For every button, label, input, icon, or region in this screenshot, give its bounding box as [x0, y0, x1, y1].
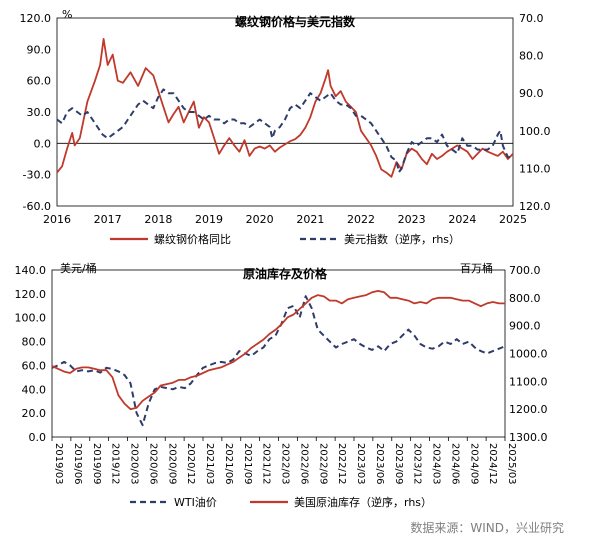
chart-2-x-tick: 2019/03 — [53, 443, 64, 485]
chart-1-x-tick: 2023 — [398, 213, 426, 226]
chart-2-left-tick: 120.0 — [15, 288, 47, 301]
chart-1-x-tick: 2020 — [246, 213, 274, 226]
chart-2-left-tick: 140.0 — [15, 264, 47, 277]
source-note: 数据来源：WIND，兴业研究 — [410, 521, 564, 535]
chart-2-x-tick: 2022/09 — [317, 443, 328, 485]
chart-1-plot-frame — [56, 17, 514, 207]
chart-1-left-unit: % — [62, 8, 72, 21]
chart-1-x-tick: 2017 — [94, 213, 122, 226]
chart-1-x-tick: 2018 — [144, 213, 172, 226]
chart-1-right-tick: 80.0 — [519, 50, 544, 63]
chart-1-left-tick: 120.0 — [20, 12, 52, 25]
chart-1-right-tick: 120.0 — [519, 200, 551, 213]
chart-1-left-tick: 60.0 — [27, 75, 52, 88]
chart-1-x-tick: 2019 — [195, 213, 223, 226]
chart-2-x-tick: 2019/12 — [110, 443, 121, 485]
chart-2-x-tick: 2022/12 — [336, 443, 347, 485]
chart-2-left-unit: 美元/桶 — [60, 261, 97, 275]
chart-2-x-tick: 2024/06 — [449, 443, 460, 485]
chart-2-right-tick: 900.0 — [509, 320, 541, 333]
chart-2-right-tick: 1100.0 — [509, 375, 548, 388]
chart-2-x-tick: 2021/09 — [242, 443, 253, 485]
chart-2-x-tick: 2019/09 — [91, 443, 102, 485]
chart-2-x-tick: 2020/09 — [166, 443, 177, 485]
chart-1-title: 螺纹钢价格与美元指数 — [235, 14, 356, 29]
chart-1-x-tick: 2016 — [43, 213, 71, 226]
chart-2-x-tick: 2020/06 — [147, 443, 158, 485]
chart-2-x-tick: 2020/12 — [185, 443, 196, 485]
chart-2-x-tick: 2023/09 — [393, 443, 404, 485]
chart-2-series-inventory-line — [51, 290, 505, 411]
chart-2-right-tick: 1300.0 — [509, 431, 548, 444]
chart-2-x-tick: 2024/09 — [468, 443, 479, 485]
chart-1-left-tick: -60.0 — [23, 200, 51, 213]
chart-1-series-steel-line — [56, 38, 514, 178]
legend-dxy-label: 美元指数（逆序，rhs） — [344, 232, 460, 246]
chart-2-right-tick: 1200.0 — [509, 403, 548, 416]
chart-2-plot-frame — [51, 269, 506, 438]
chart-1-legend: 螺纹钢价格同比 美元指数（逆序，rhs） — [110, 232, 460, 246]
legend-wti-label: WTI油价 — [174, 495, 217, 509]
chart-2-x-tick: 2021/03 — [204, 443, 215, 485]
chart-2-x-tick: 2021/12 — [261, 443, 272, 485]
chart-1-right-tick: 110.0 — [519, 162, 551, 175]
chart-2-right-unit: 百万桶 — [460, 261, 493, 275]
chart-2-x-tick: 2022/03 — [280, 443, 291, 485]
chart-2-left-tick: 100.0 — [15, 312, 47, 325]
chart-2-x-tick: 2024/03 — [431, 443, 442, 485]
chart-1-left-tick: 0.0 — [34, 137, 52, 150]
chart-1-x-tick: 2022 — [347, 213, 375, 226]
chart-2-left-tick: 60.0 — [22, 359, 47, 372]
chart-2-x-tick: 2020/03 — [129, 443, 140, 485]
chart-2-left-tick: 20.0 — [22, 407, 47, 420]
chart-2-x-tick: 2024/12 — [487, 443, 498, 485]
chart-2-x-tick: 2023/03 — [355, 443, 366, 485]
chart-2-left-tick: 80.0 — [22, 336, 47, 349]
chart-1-series-dxy-line — [56, 88, 513, 174]
chart-2-right-tick: 700.0 — [509, 264, 541, 277]
chart-2-left-tick: 0.0 — [29, 431, 47, 444]
chart-2-x-tick: 2025/03 — [506, 443, 517, 485]
chart-1-x-tick: 2021 — [296, 213, 324, 226]
chart-2-x-tick: 2022/06 — [298, 443, 309, 485]
chart-1-left-tick: 90.0 — [27, 43, 52, 56]
chart-1-left-tick: 30.0 — [27, 106, 52, 119]
chart-1-right-tick: 90.0 — [519, 87, 544, 100]
chart-1-steel-dxy: 螺纹钢价格与美元指数 % 120.0 90.0 60.0 30.0 0.0 -30.0 -6… — [20, 8, 551, 246]
chart-1-right-tick: 70.0 — [519, 12, 544, 25]
chart-2-x-tick: 2019/06 — [72, 443, 83, 485]
chart-2-crude: 原油库存及价格 美元/桶 百万桶 140.0 120.0 100.0 80.0 60.0… — [15, 261, 548, 509]
chart-1-x-tick: 2025 — [499, 213, 527, 226]
chart-1-left-tick: -30.0 — [23, 169, 51, 182]
chart-2-legend: WTI油价 美国原油库存（逆序，rhs） — [130, 495, 432, 509]
chart-2-x-tick: 2023/12 — [412, 443, 423, 485]
chart-2-x-tick: 2021/06 — [223, 443, 234, 485]
chart-2-right-tick: 800.0 — [509, 292, 541, 305]
chart-2-title: 原油库存及价格 — [243, 266, 328, 281]
chart-2-x-tick: 2023/06 — [374, 443, 385, 485]
chart-1-x-tick: 2024 — [448, 213, 476, 226]
chart-2-right-tick: 1000.0 — [509, 348, 548, 361]
legend-inventory-label: 美国原油库存（逆序，rhs） — [294, 495, 432, 509]
chart-1-right-tick: 100.0 — [519, 125, 551, 138]
chart-2-left-tick: 40.0 — [22, 383, 47, 396]
chart-2-series-wti-line — [51, 295, 506, 427]
legend-steel-label: 螺纹钢价格同比 — [154, 232, 231, 246]
